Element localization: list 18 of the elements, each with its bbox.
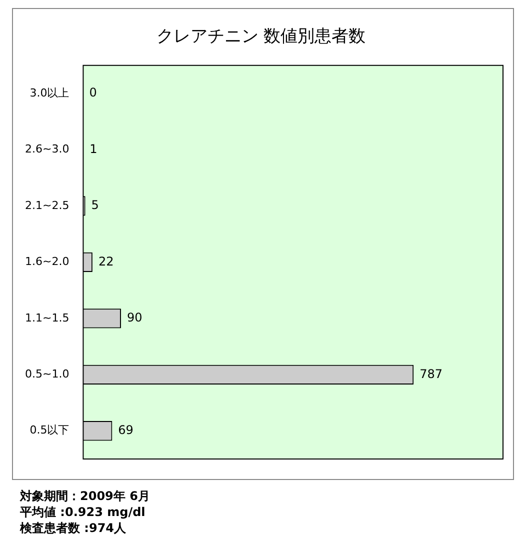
y-tick-label: 2.6~3.0 <box>24 142 70 156</box>
y-tick-label: 1.6~2.0 <box>24 255 70 268</box>
data-label: 69 <box>118 423 134 438</box>
data-label: 1 <box>90 142 98 156</box>
y-tick-label: 0.5以下 <box>30 424 70 437</box>
text: 平均値 :0.923 mg/dl <box>20 504 146 520</box>
chart-title: クレアチニン 数値別患者数 <box>156 26 366 47</box>
text: 検査患者数 :974人 <box>20 520 128 536</box>
data-label: 787 <box>420 366 442 381</box>
y-tick-label: 3.0以上 <box>30 86 70 100</box>
data-label: 5 <box>91 198 99 212</box>
data-label: 90 <box>126 310 142 325</box>
data-label: 22 <box>98 254 114 268</box>
y-tick-label: 0.5~1.0 <box>24 368 70 381</box>
y-tick-label: 2.1~2.5 <box>24 198 70 212</box>
y-tick-label: 1.1~1.5 <box>24 311 70 324</box>
text: 対象期間：2009年 6月 <box>20 488 151 504</box>
data-label: 0 <box>89 86 97 100</box>
